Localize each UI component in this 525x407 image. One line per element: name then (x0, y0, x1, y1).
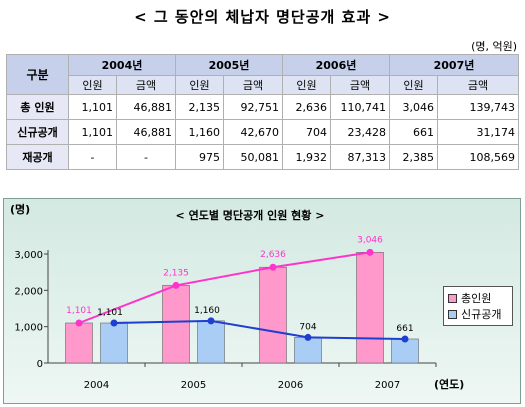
sub-header-count: 인원 (68, 75, 117, 95)
row-label: 신규공개 (6, 119, 69, 145)
legend-swatch-total (448, 293, 457, 303)
point-total (366, 248, 374, 256)
data-label-total: 3,046 (357, 235, 383, 245)
table-cell: 139,743 (437, 94, 519, 120)
data-label-new: 661 (396, 324, 413, 334)
bar-total (162, 285, 190, 364)
table-cell: 46,881 (116, 119, 176, 145)
legend-item: 총인원 (448, 290, 508, 306)
point-new (304, 333, 312, 341)
table-row-new: 신규공개 1,101 46,881 1,160 42,670 704 23,42… (6, 119, 519, 145)
summary-table: 구분 2004년 2005년 2006년 2007년 인원 금액 인원 금액 인… (6, 54, 519, 170)
bar-total (356, 252, 384, 364)
sub-header-amount: 금액 (223, 75, 283, 95)
table-cell: 1,101 (68, 119, 117, 145)
sub-header-amount: 금액 (330, 75, 390, 95)
table-cell: 110,741 (330, 94, 390, 120)
data-label-new: 704 (299, 322, 316, 332)
chart-svg: < 연도별 명단공개 인원 현황 > (명) (연도) 0 1,000 2,000 3,00… (10, 202, 464, 391)
x-axis-label: (연도) (434, 377, 464, 391)
table-cell: - (116, 144, 176, 170)
table-cell: 87,313 (330, 144, 390, 170)
year-header: 2005년 (175, 54, 283, 76)
y-tick-label: 2,000 (14, 286, 43, 297)
chart-title: < 연도별 명단공개 인원 현황 > (176, 208, 325, 222)
table-corner-header: 구분 (6, 54, 69, 95)
sub-header-count: 인원 (282, 75, 331, 95)
table-cell: 2,636 (282, 94, 331, 120)
point-total (75, 319, 83, 327)
x-tick-label: 2004 (84, 380, 109, 391)
row-label: 총 인원 (6, 94, 69, 120)
sub-header-count: 인원 (389, 75, 438, 95)
table-cell: 31,174 (437, 119, 519, 145)
x-tick-label: 2006 (278, 380, 303, 391)
point-total (269, 263, 277, 271)
table-cell: 661 (389, 119, 438, 145)
data-label-total: 2,135 (163, 268, 189, 278)
table-cell: 1,932 (282, 144, 331, 170)
y-tick-label: 0 (37, 359, 43, 370)
bar-new (100, 322, 128, 364)
table-cell: 1,160 (175, 119, 224, 145)
point-new (207, 317, 215, 325)
y-tick-label: 1,000 (14, 323, 43, 334)
legend-label: 신규공개 (461, 308, 502, 321)
point-new (110, 319, 118, 327)
bar-new (294, 337, 322, 364)
bar-total (259, 266, 287, 364)
line-new (113, 319, 406, 340)
chart-frame: < 연도별 명단공개 인원 현황 > (명) (연도) 0 1,000 2,000 3,00… (3, 198, 521, 404)
year-header: 2006년 (282, 54, 390, 76)
table-cell: 23,428 (330, 119, 390, 145)
legend-label: 총인원 (461, 292, 492, 305)
table-cell: 108,569 (437, 144, 519, 170)
data-label-new: 1,160 (194, 306, 220, 316)
table-cell: 975 (175, 144, 224, 170)
bar-total (65, 322, 93, 364)
table-cell: - (68, 144, 117, 170)
data-label-new: 1,101 (97, 308, 123, 318)
bar-new (391, 338, 419, 364)
year-header: 2007년 (389, 54, 519, 76)
legend-item: 신규공개 (448, 306, 508, 322)
page-title: < 그 동안의 체납자 명단공개 효과 > (134, 8, 391, 26)
table-cell: 46,881 (116, 94, 176, 120)
table-cell: 704 (282, 119, 331, 145)
chart-legend: 총인원 신규공개 (443, 286, 513, 326)
table-row-repeat: 재공개 - - 975 50,081 1,932 87,313 2,385 10… (6, 144, 519, 170)
unit-note: (명, 억원) (471, 40, 517, 53)
line-total (78, 251, 371, 324)
table-cell: 2,385 (389, 144, 438, 170)
y-axis-label: (명) (10, 202, 30, 216)
table-cell: 92,751 (223, 94, 283, 120)
sub-header-count: 인원 (175, 75, 224, 95)
data-label-total: 1,101 (66, 306, 92, 316)
x-tick-label: 2007 (375, 380, 400, 391)
table-cell: 42,670 (223, 119, 283, 145)
table-cell: 50,081 (223, 144, 283, 170)
legend-swatch-new (448, 309, 457, 319)
row-label: 재공개 (6, 144, 69, 170)
data-label-total: 2,636 (260, 250, 286, 260)
sub-header-amount: 금액 (116, 75, 176, 95)
sub-header-amount: 금액 (437, 75, 519, 95)
table-cell: 3,046 (389, 94, 438, 120)
table-row-total: 총 인원 1,101 46,881 2,135 92,751 2,636 110… (6, 94, 519, 120)
point-total (172, 281, 180, 289)
year-header: 2004년 (68, 54, 176, 76)
x-tick-label: 2005 (181, 380, 206, 391)
y-tick-label: 3,000 (14, 250, 43, 261)
table-cell: 1,101 (68, 94, 117, 120)
bar-new (197, 320, 225, 364)
point-new (401, 335, 409, 343)
table-cell: 2,135 (175, 94, 224, 120)
